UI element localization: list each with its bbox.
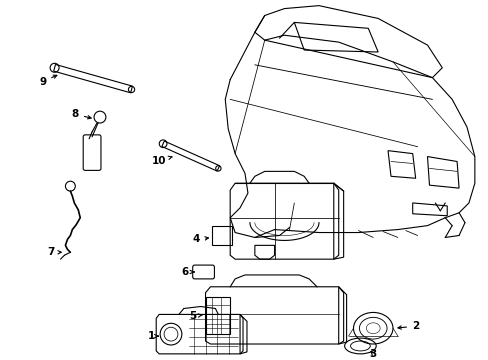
Text: 9: 9 xyxy=(39,75,57,87)
Text: 5: 5 xyxy=(189,311,202,321)
Text: 4: 4 xyxy=(193,234,208,244)
Text: 1: 1 xyxy=(147,331,158,341)
Text: 3: 3 xyxy=(369,349,376,359)
Text: 8: 8 xyxy=(72,109,91,119)
Text: 6: 6 xyxy=(181,267,194,277)
Text: 2: 2 xyxy=(397,321,418,331)
Text: 10: 10 xyxy=(152,156,172,166)
Text: 7: 7 xyxy=(47,247,61,257)
